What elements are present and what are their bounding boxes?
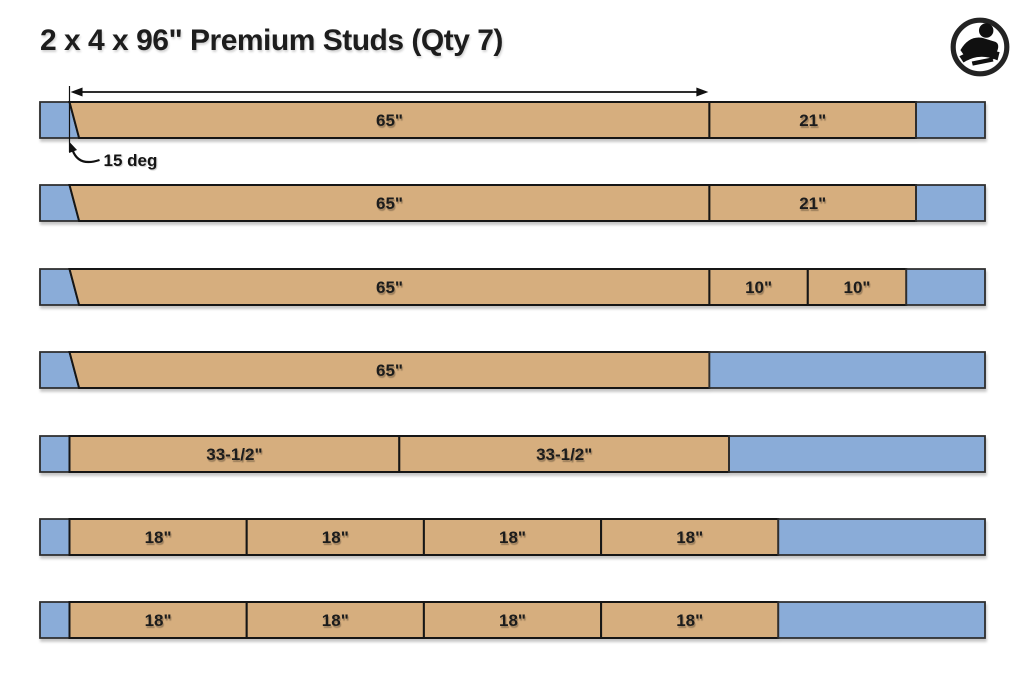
angle-callout: 15 deg: [69, 142, 157, 170]
waste-piece: [39, 518, 71, 556]
waste-piece: [39, 435, 71, 473]
waste-piece: [915, 101, 986, 139]
waste-piece: [777, 601, 986, 639]
stud-7: 18" 18" 18" 18": [39, 601, 986, 639]
cut-length-label: 18": [499, 611, 526, 630]
cut-length-label: 18": [322, 528, 349, 547]
cut-length-label: 65": [376, 361, 403, 380]
waste-piece: [905, 268, 986, 306]
cut-length-label: 18": [499, 528, 526, 547]
cut-length-label: 18": [145, 528, 172, 547]
cut-length-label: 18": [145, 611, 172, 630]
stud-3: 65" 10" 10": [39, 268, 986, 306]
stud-5: 33-1/2" 33-1/2": [39, 435, 986, 473]
page-title: 2 x 4 x 96" Premium Studs (Qty 7): [40, 24, 503, 57]
angle-label: 15 deg: [104, 151, 158, 170]
waste-piece: [915, 184, 986, 222]
cut-length-label: 33-1/2": [536, 445, 592, 464]
cut-length-label: 18": [676, 528, 703, 547]
waste-piece: [39, 601, 71, 639]
cut-length-label: 65": [376, 111, 403, 130]
stud-4: 65": [39, 351, 986, 389]
arrowhead-left-icon: [70, 87, 83, 97]
waste-piece: [777, 518, 986, 556]
cut-length-label: 21": [799, 111, 826, 130]
cut-length-label: 10": [844, 278, 871, 297]
cut-length-label: 21": [799, 194, 826, 213]
stud-1: 65" 21": [39, 101, 986, 139]
arrowhead-right-icon: [696, 87, 709, 97]
cut-length-label: 33-1/2": [206, 445, 262, 464]
callout-arrowhead-icon: [69, 142, 78, 153]
woodworker-emblem-icon: [947, 14, 1013, 80]
cut-length-label: 18": [676, 611, 703, 630]
cut-length-label: 10": [745, 278, 772, 297]
logo-svg: [950, 17, 1010, 77]
callout-curve: [71, 149, 100, 164]
stud-6: 18" 18" 18" 18": [39, 518, 986, 556]
cut-length-label: 18": [322, 611, 349, 630]
stud-2: 65" 21": [39, 184, 986, 222]
cut-length-label: 65": [376, 278, 403, 297]
waste-piece: [728, 435, 986, 473]
dimension-arrow: [68, 86, 709, 152]
cut-length-label: 65": [376, 194, 403, 213]
waste-piece: [708, 351, 986, 389]
